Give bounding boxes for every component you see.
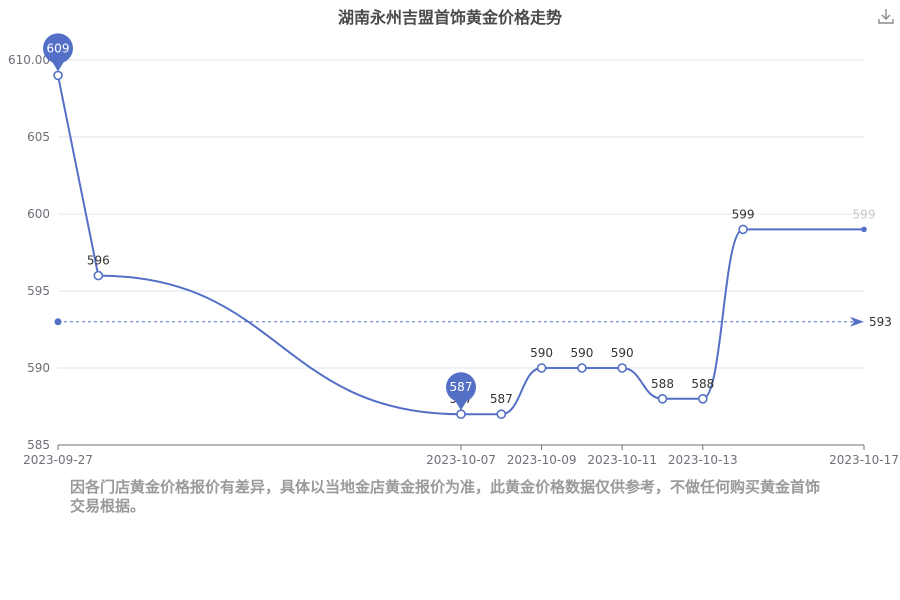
data-point <box>93 270 104 281</box>
x-tick-label: 2023-10-13 <box>668 453 738 467</box>
markpoint-bubble <box>446 372 476 403</box>
download-icon[interactable] <box>876 6 896 26</box>
x-tick-label: 2023-10-17 <box>829 453 899 467</box>
data-point <box>577 363 587 373</box>
data-label: 596 <box>87 254 110 268</box>
markline-label: 593 <box>869 315 892 329</box>
data-point <box>456 409 466 420</box>
y-tick-label: 605 <box>27 130 50 144</box>
average-markline: 593 <box>54 315 892 329</box>
markpoint-label: 587 <box>450 380 473 394</box>
markpoints: 609 587 <box>43 33 476 411</box>
data-point <box>861 226 867 233</box>
chart-title: 湖南永州吉盟首饰黄金价格走势 <box>337 8 562 27</box>
series-path <box>57 75 864 416</box>
y-tick-label: 595 <box>27 284 50 298</box>
data-point <box>53 70 63 81</box>
markpoint-label: 609 <box>47 41 70 55</box>
x-tick-label: 2023-10-07 <box>426 453 496 467</box>
data-label: 590 <box>570 346 593 360</box>
y-tick-label: 610.00 <box>8 53 50 67</box>
data-label: 590 <box>611 346 634 360</box>
data-point <box>536 363 547 373</box>
x-tick-label: 2023-09-27 <box>23 453 93 467</box>
data-label: 588 <box>651 377 674 391</box>
x-tick-label: 2023-10-09 <box>507 453 577 467</box>
data-label: 590 <box>530 346 553 360</box>
data-point <box>496 409 507 420</box>
data-point <box>657 393 668 404</box>
data-point <box>617 363 628 373</box>
data-labels: 596 587 587 590 590 590 588 588 599 599 <box>87 207 876 406</box>
data-point <box>697 393 708 404</box>
markpoint-bubble <box>43 33 73 64</box>
series-line <box>53 70 867 420</box>
data-point <box>738 224 748 235</box>
markline-arrow <box>850 316 864 327</box>
data-label: 599 <box>853 207 876 221</box>
x-tick-label: 2023-10-11 <box>587 453 657 467</box>
y-tick-label: 600 <box>27 207 50 221</box>
line-chart: 585 590 595 600 605 610.00 2023-09-27 2023-10-0… <box>8 33 899 467</box>
disclaimer-text: 因各门店黄金价格报价有差异，具体以当地金店黄金报价为准，此黄金价格数据仅供参考，… <box>70 478 821 515</box>
axes: 585 590 595 600 605 610.00 2023-09-27 2023-10-0… <box>8 53 899 467</box>
y-tick-label: 585 <box>27 438 50 452</box>
markline-start-dot <box>54 318 62 326</box>
y-tick-label: 590 <box>27 361 50 375</box>
data-label: 599 <box>732 207 755 221</box>
data-label: 587 <box>490 392 513 406</box>
data-label: 588 <box>691 377 714 391</box>
